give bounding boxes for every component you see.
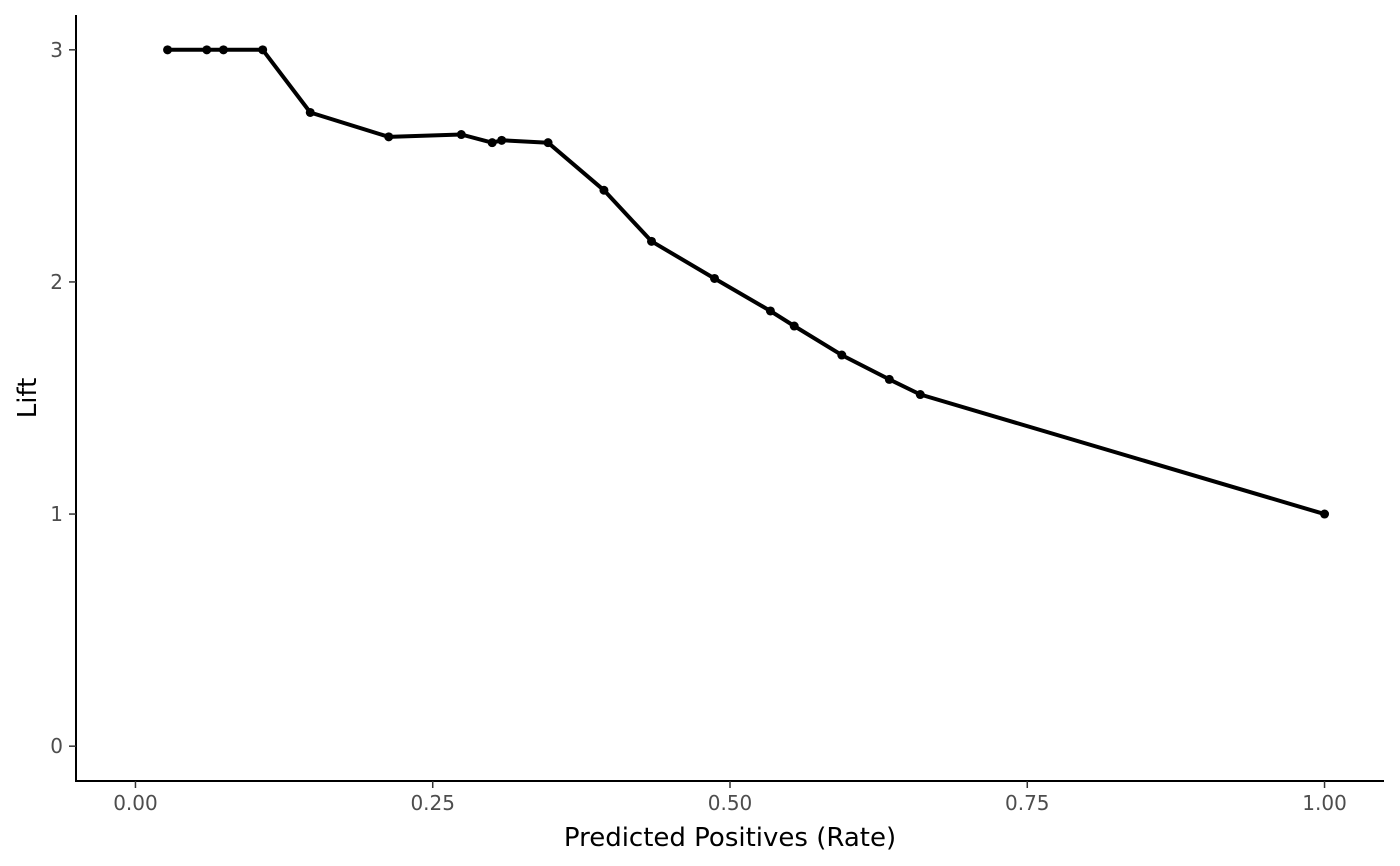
y-axis-ticks: 0 1 2 3	[50, 38, 76, 758]
x-tick-label: 1.00	[1302, 791, 1347, 815]
data-point	[599, 185, 609, 195]
data-point	[884, 374, 894, 384]
data-point	[202, 45, 212, 55]
data-point	[258, 45, 268, 55]
plot-panel	[75, 15, 1384, 782]
data-point	[837, 350, 847, 360]
x-tick-label: 0.00	[113, 791, 158, 815]
x-tick-label: 0.50	[708, 791, 753, 815]
data-point	[765, 306, 775, 316]
data-point	[163, 45, 173, 55]
y-tick-label: 3	[50, 38, 63, 62]
x-axis-title: Predicted Positives (Rate)	[564, 823, 896, 853]
data-point	[710, 273, 720, 283]
data-point	[1320, 509, 1330, 519]
data-point	[789, 321, 799, 331]
data-point	[647, 236, 657, 246]
x-tick-label: 0.25	[410, 791, 455, 815]
y-tick-label: 0	[50, 734, 63, 758]
data-point	[497, 135, 507, 145]
data-point	[305, 107, 315, 117]
y-tick-label: 2	[50, 270, 63, 294]
series-layer	[163, 45, 1330, 519]
data-point	[456, 130, 466, 140]
data-point	[915, 390, 925, 400]
x-axis-ticks: 0.00 0.25 0.50 0.75 1.00	[113, 781, 1347, 815]
series-line	[165, 47, 1327, 517]
data-point	[487, 138, 497, 148]
data-point	[384, 132, 394, 142]
y-axis-title: Lift	[13, 378, 43, 419]
data-point	[543, 138, 553, 148]
y-tick-label: 1	[50, 502, 63, 526]
x-tick-label: 0.75	[1005, 791, 1050, 815]
data-point	[218, 45, 228, 55]
